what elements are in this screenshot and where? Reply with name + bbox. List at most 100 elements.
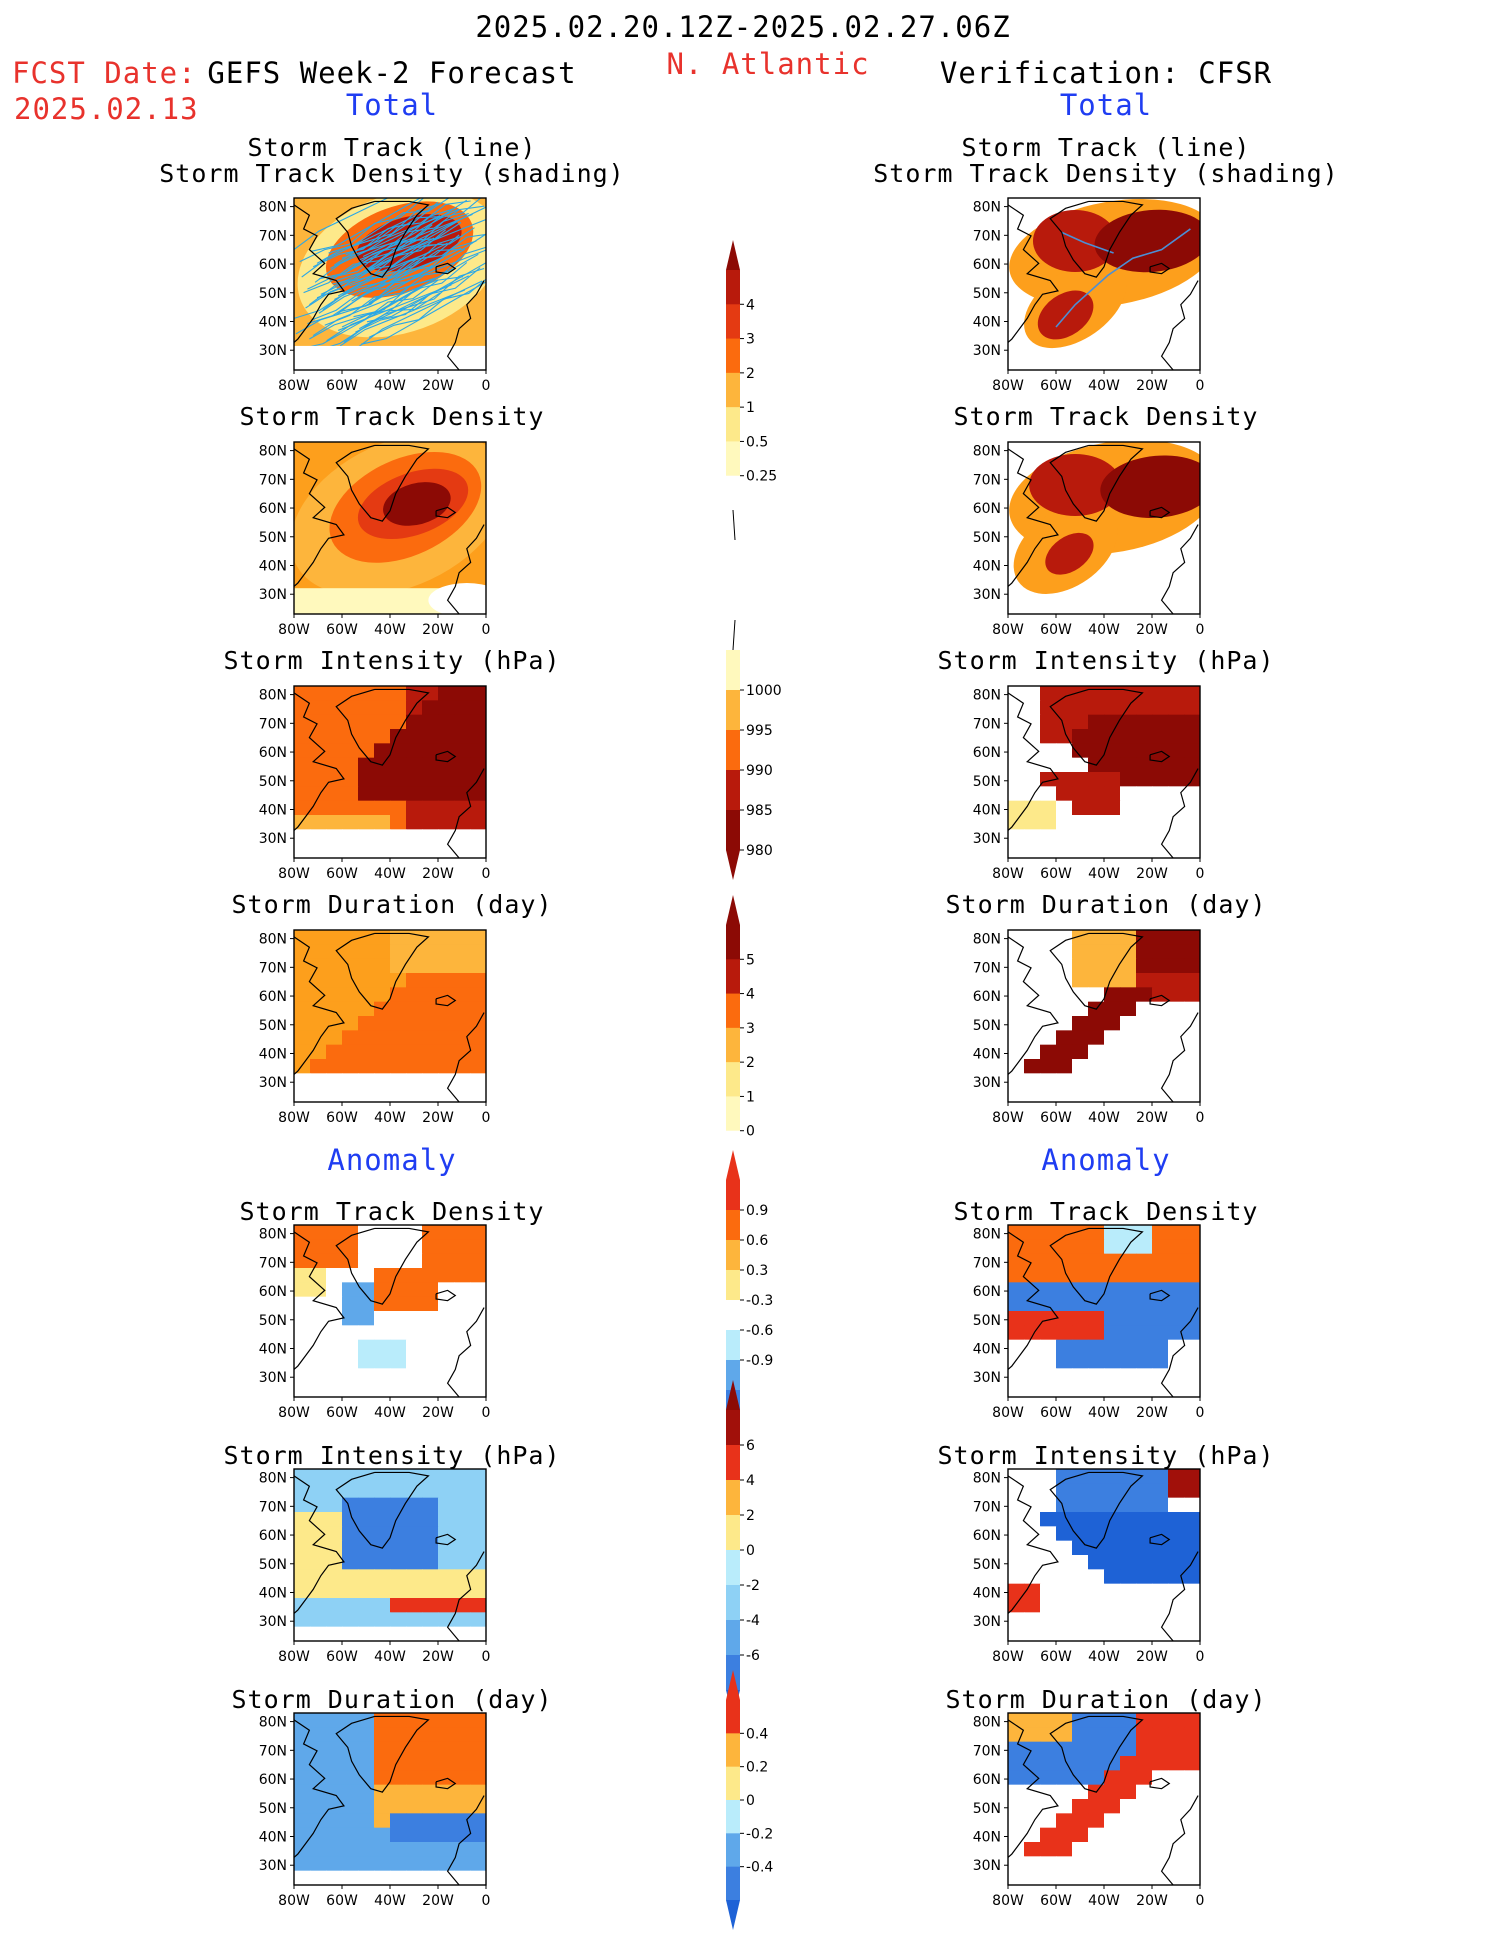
lat-tick-label: 30N xyxy=(259,343,287,359)
forecast-total-label: Total xyxy=(345,88,439,122)
forecast-title-row7-1: Storm Duration (day) xyxy=(231,1685,553,1714)
lon-tick-label: 0 xyxy=(482,866,491,882)
lon-tick-label: 40W xyxy=(1088,378,1120,394)
lon-tick-label: 20W xyxy=(422,378,454,394)
colorbar-tick-label: 4 xyxy=(746,1473,755,1489)
lat-tick-label: 50N xyxy=(259,774,287,790)
forecast-map-row1: 80N 70N 60N 50N 40N 30N 80W 60W 40W 20W 0 xyxy=(259,197,491,394)
lat-tick-label: 30N xyxy=(973,1075,1001,1091)
colorbar-tick-label: 985 xyxy=(746,803,773,819)
lon-tick-label: 0 xyxy=(1196,1405,1205,1421)
coastline xyxy=(294,932,485,1102)
lat-tick-label: 40N xyxy=(259,558,287,574)
colorbar-tick-label: 0 xyxy=(746,1793,755,1809)
colorbar-tick-label: 0.5 xyxy=(746,434,768,450)
lon-tick-label: 0 xyxy=(1196,622,1205,638)
lon-tick-label: 60W xyxy=(1040,1405,1072,1421)
lat-tick-label: 80N xyxy=(973,688,1001,704)
lon-tick-label: 20W xyxy=(422,622,454,638)
lat-tick-label: 70N xyxy=(973,1255,1001,1271)
lat-tick-label: 80N xyxy=(259,1715,287,1731)
coastline xyxy=(1008,688,1199,858)
lon-tick-label: 20W xyxy=(1136,622,1168,638)
colorbar-intensity-total: 1000 995 990 985 980 xyxy=(726,619,782,880)
lat-tick-label: 60N xyxy=(259,989,287,1005)
lat-tick-label: 40N xyxy=(259,1046,287,1062)
lat-tick-label: 40N xyxy=(973,1829,1001,1845)
lat-tick-label: 60N xyxy=(259,1772,287,1788)
lon-tick-label: 40W xyxy=(1088,866,1120,882)
lon-tick-label: 40W xyxy=(1088,1649,1120,1665)
lon-tick-label: 40W xyxy=(1088,622,1120,638)
lon-tick-label: 80W xyxy=(278,622,310,638)
map-field xyxy=(294,198,486,370)
lat-tick-label: 40N xyxy=(973,314,1001,330)
lat-tick-label: 80N xyxy=(259,1471,287,1487)
verification-map-row1: 80N 70N 60N 50N 40N 30N 80W 60W 40W 20W 0 xyxy=(973,197,1204,394)
lon-tick-label: 60W xyxy=(326,1405,358,1421)
colorbar-intensity-anomaly: 6 4 2 0 -2 -4 -6 xyxy=(726,1380,760,1720)
colorbar-tick-label: -6 xyxy=(746,1648,760,1664)
lat-tick-label: 80N xyxy=(259,688,287,704)
lat-tick-label: 40N xyxy=(259,1585,287,1601)
forecast-title: GEFS Week-2 Forecast xyxy=(207,56,577,90)
lat-tick-label: 50N xyxy=(259,1557,287,1573)
map-field xyxy=(294,1469,486,1641)
lat-tick-label: 60N xyxy=(973,1284,1001,1300)
lon-tick-label: 80W xyxy=(278,1893,310,1909)
lat-tick-label: 40N xyxy=(973,1585,1001,1601)
colorbar-tick-label: 0.3 xyxy=(746,1263,768,1279)
lon-tick-label: 60W xyxy=(326,1649,358,1665)
colorbar-tick-label: 3 xyxy=(746,1021,755,1037)
lon-tick-label: 40W xyxy=(374,1649,406,1665)
lat-tick-label: 80N xyxy=(259,444,287,460)
lat-tick-label: 30N xyxy=(973,1614,1001,1630)
lat-tick-label: 60N xyxy=(259,1284,287,1300)
lon-tick-label: 80W xyxy=(278,866,310,882)
region-title: N. Atlantic xyxy=(666,47,870,81)
map-field xyxy=(1008,198,1200,370)
lon-tick-label: 20W xyxy=(1136,866,1168,882)
forecast-anomaly-label: Anomaly xyxy=(327,1143,457,1177)
lat-tick-label: 30N xyxy=(259,1370,287,1386)
forecast-title-row5-1: Storm Track Density xyxy=(239,1197,545,1226)
lat-tick-label: 50N xyxy=(973,1313,1001,1329)
lat-tick-label: 80N xyxy=(259,932,287,948)
map-field xyxy=(294,686,486,858)
verification-total-label: Total xyxy=(1059,88,1153,122)
coastline xyxy=(1008,1227,1199,1397)
forecast-map-row3: 80N 70N 60N 50N 40N 30N 80W 60W 40W 20W 0 xyxy=(259,685,491,882)
lon-tick-label: 60W xyxy=(326,1893,358,1909)
lon-tick-label: 20W xyxy=(1136,1110,1168,1126)
colorbar-tick-label: 6 xyxy=(746,1438,755,1454)
coastline xyxy=(294,1227,485,1397)
lon-tick-label: 0 xyxy=(482,1649,491,1665)
colorbar-tick-label: -0.9 xyxy=(746,1353,773,1369)
forecast-map-row2: 80N 70N 60N 50N 40N 30N 80W 60W 40W 20W 0 xyxy=(259,441,490,638)
lat-tick-label: 60N xyxy=(973,989,1001,1005)
map-field xyxy=(1008,1713,1200,1885)
lat-tick-label: 50N xyxy=(973,286,1001,302)
map-field xyxy=(294,930,486,1102)
lon-tick-label: 60W xyxy=(1040,1893,1072,1909)
colorbar-tick-label: 2 xyxy=(746,1055,755,1071)
colorbar-tick-label: 2 xyxy=(746,1508,755,1524)
lat-tick-label: 70N xyxy=(973,228,1001,244)
lat-tick-label: 60N xyxy=(973,1528,1001,1544)
lon-tick-label: 0 xyxy=(482,378,491,394)
lon-tick-label: 80W xyxy=(992,1110,1024,1126)
coastline xyxy=(1008,444,1199,614)
verification-title-row7-1: Storm Duration (day) xyxy=(945,1685,1267,1714)
lat-tick-label: 40N xyxy=(973,1341,1001,1357)
date-range-title: 2025.02.20.12Z-2025.02.27.06Z xyxy=(475,10,1011,44)
coastline xyxy=(294,200,485,370)
lat-tick-label: 70N xyxy=(259,716,287,732)
lat-tick-label: 70N xyxy=(259,472,287,488)
lon-tick-label: 40W xyxy=(1088,1893,1120,1909)
colorbar-tick-label: 995 xyxy=(746,723,773,739)
colorbar-tick-label: -0.2 xyxy=(746,1826,773,1842)
lat-tick-label: 60N xyxy=(259,501,287,517)
lat-tick-label: 60N xyxy=(259,745,287,761)
forecast-map-row6: 80N 70N 60N 50N 40N 30N 80W 60W 40W 20W 0 xyxy=(259,1468,491,1665)
lon-tick-label: 60W xyxy=(1040,622,1072,638)
